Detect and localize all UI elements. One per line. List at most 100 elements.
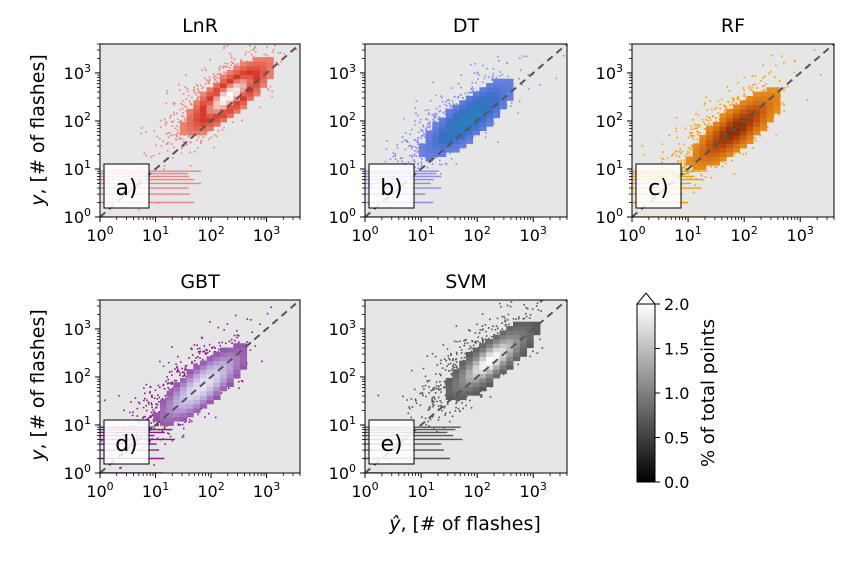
- scatter-point: [473, 72, 476, 74]
- density-cell: [506, 330, 514, 336]
- scatter-point: [414, 120, 416, 122]
- scatter-point: [687, 146, 690, 149]
- scatter-point: [184, 367, 187, 369]
- density-cell: [739, 130, 747, 136]
- y-axis-label-bottom: y, [# of flashes]: [27, 309, 49, 462]
- identity-line: [100, 300, 300, 473]
- axes-frame: [631, 43, 835, 218]
- scatter-point: [215, 135, 218, 138]
- colorbar-extend-arrow: [635, 292, 657, 305]
- density-cell: [226, 96, 234, 101]
- density-cell: [213, 369, 221, 375]
- scatter-point: [237, 341, 240, 344]
- scatter-point: [432, 81, 435, 84]
- density-cell: [513, 347, 521, 353]
- scatter-point: [440, 391, 442, 393]
- density-cell: [465, 356, 474, 362]
- scatter-point: [707, 119, 709, 122]
- scatter-point: [143, 152, 146, 154]
- scatter-point: [166, 150, 169, 152]
- density-cell: [486, 113, 494, 119]
- scatter-point: [469, 330, 471, 332]
- scatter-point: [690, 125, 693, 128]
- scatter-point: [528, 317, 531, 319]
- scatter-point: [491, 77, 494, 79]
- density-cell: [486, 369, 494, 375]
- scatter-point: [751, 75, 754, 78]
- scatter-point: [177, 131, 180, 133]
- density-cell: [253, 83, 261, 88]
- scatter-point: [710, 125, 713, 127]
- scatter-point: [762, 77, 764, 79]
- density-cell: [226, 369, 234, 375]
- scatter-point: [437, 387, 440, 390]
- density-cell: [445, 147, 453, 153]
- scatter-point: [413, 139, 416, 141]
- density-cell: [266, 65, 274, 71]
- density-cell: [432, 139, 440, 144]
- density-cell: [759, 113, 768, 119]
- density-cell: [439, 143, 447, 149]
- scatter-point: [377, 394, 380, 397]
- identity-line: [365, 44, 567, 217]
- scatter-point: [705, 118, 707, 121]
- scatter-point: [763, 85, 765, 87]
- scatter-point: [150, 394, 153, 397]
- scatter-point: [752, 90, 755, 92]
- density-cell: [199, 121, 208, 127]
- scatter-point: [248, 51, 251, 53]
- scatter-point: [156, 135, 158, 138]
- scatter-point: [456, 340, 459, 343]
- density-cell: [206, 104, 214, 110]
- scatter-point: [261, 360, 263, 363]
- scatter-point: [421, 385, 424, 388]
- scatter-point: [419, 118, 422, 121]
- scatter-point: [428, 425, 430, 427]
- density-cell: [486, 104, 494, 110]
- scatter-point: [392, 155, 395, 158]
- scatter-point: [427, 123, 430, 125]
- density-cell: [206, 390, 214, 396]
- scatter-point: [813, 49, 816, 51]
- panel-label-text: d): [115, 432, 138, 457]
- scatter-point: [197, 91, 199, 94]
- scatter-point: [521, 83, 523, 86]
- scatter-point: [241, 119, 243, 122]
- density-cell: [732, 113, 741, 119]
- density-cell: [519, 339, 527, 344]
- scatter-point: [397, 160, 399, 163]
- scatter-point: [433, 396, 435, 398]
- scatter-point: [431, 405, 434, 408]
- scatter-point: [197, 90, 200, 92]
- scatter-point: [138, 208, 140, 211]
- scatter-point: [498, 60, 500, 62]
- density-cell: [513, 356, 521, 362]
- density-cell: [492, 78, 501, 84]
- density-cell: [486, 377, 494, 383]
- scatter-point: [411, 154, 413, 157]
- scatter-point: [203, 77, 206, 79]
- scatter-point: [180, 102, 182, 105]
- scatter-point: [431, 352, 434, 355]
- scatter-point: [120, 466, 122, 469]
- scatter-point: [401, 136, 404, 138]
- scatter-point: [778, 113, 780, 116]
- scatter-point: [173, 111, 175, 114]
- scatter-point: [266, 312, 269, 315]
- density-cell: [479, 360, 487, 366]
- scatter-point: [145, 154, 147, 157]
- density-cell: [506, 343, 514, 349]
- scatter-point: [710, 166, 712, 168]
- density-cell: [499, 364, 507, 370]
- y-tick-label: 101: [64, 414, 91, 435]
- scatter-point: [181, 367, 183, 370]
- scatter-point: [434, 392, 437, 394]
- density-cell: [180, 382, 188, 387]
- scatter-point: [498, 302, 501, 305]
- scatter-point: [202, 350, 204, 353]
- scatter-point: [170, 370, 173, 373]
- density-cell: [472, 100, 480, 106]
- scatter-point: [163, 426, 166, 428]
- scatter-point: [721, 165, 724, 168]
- y-axis-label-top: y, [# of flashes]: [27, 54, 49, 207]
